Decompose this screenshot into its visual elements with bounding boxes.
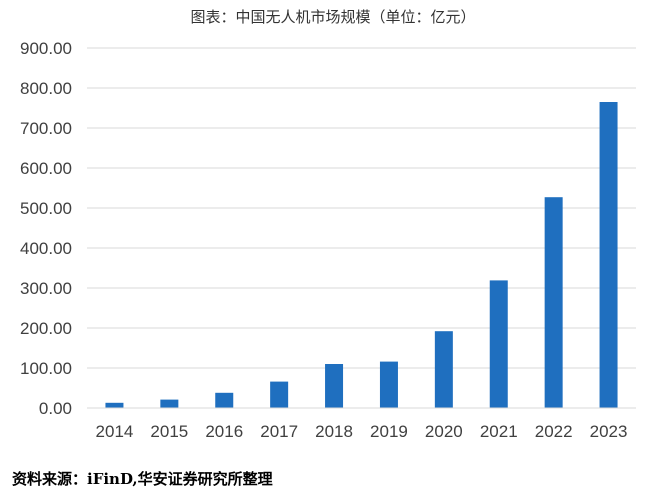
x-tick-label: 2017 [260,422,298,441]
x-axis-ticks: 2014 2015 2016 2017 2018 2019 2020 2021 2022 2023 [96,422,628,441]
y-tick-label: 0.00 [39,399,72,418]
bar-2023 [599,102,618,408]
y-tick-label: 900.00 [20,39,72,58]
bar-2017 [270,381,289,408]
x-tick-label: 2014 [96,422,134,441]
y-axis-ticks: 0.00 100.00 200.00 300.00 400.00 500.00 600.00… [20,39,72,418]
chart-title: 图表：中国无人机市场规模（单位：亿元） [190,8,476,26]
y-tick-label: 200.00 [20,319,72,338]
bar-2016 [215,392,234,408]
bar-2018 [325,364,344,408]
x-tick-label: 2016 [205,422,243,441]
y-tick-label: 300.00 [20,279,72,298]
bar-2020 [434,331,453,408]
x-tick-label: 2023 [590,422,628,441]
bar-2015 [160,399,179,408]
x-tick-label: 2020 [425,422,463,441]
x-tick-label: 2022 [535,422,573,441]
x-tick-label: 2015 [150,422,188,441]
y-tick-label: 500.00 [20,199,72,218]
y-tick-label: 600.00 [20,159,72,178]
y-tick-label: 400.00 [20,239,72,258]
x-tick-label: 2021 [480,422,518,441]
gridlines [87,47,636,369]
bar-2022 [544,197,563,408]
x-tick-label: 2019 [370,422,408,441]
source-note: 资料来源：iFinD,华安证券研究所整理 [12,470,273,488]
y-tick-label: 800.00 [20,79,72,98]
bars [105,102,618,408]
bar-2014 [105,402,124,408]
bar-2019 [379,361,398,408]
x-tick-label: 2018 [315,422,353,441]
bar-2021 [489,280,508,408]
y-tick-label: 700.00 [20,119,72,138]
y-tick-label: 100.00 [20,359,72,378]
